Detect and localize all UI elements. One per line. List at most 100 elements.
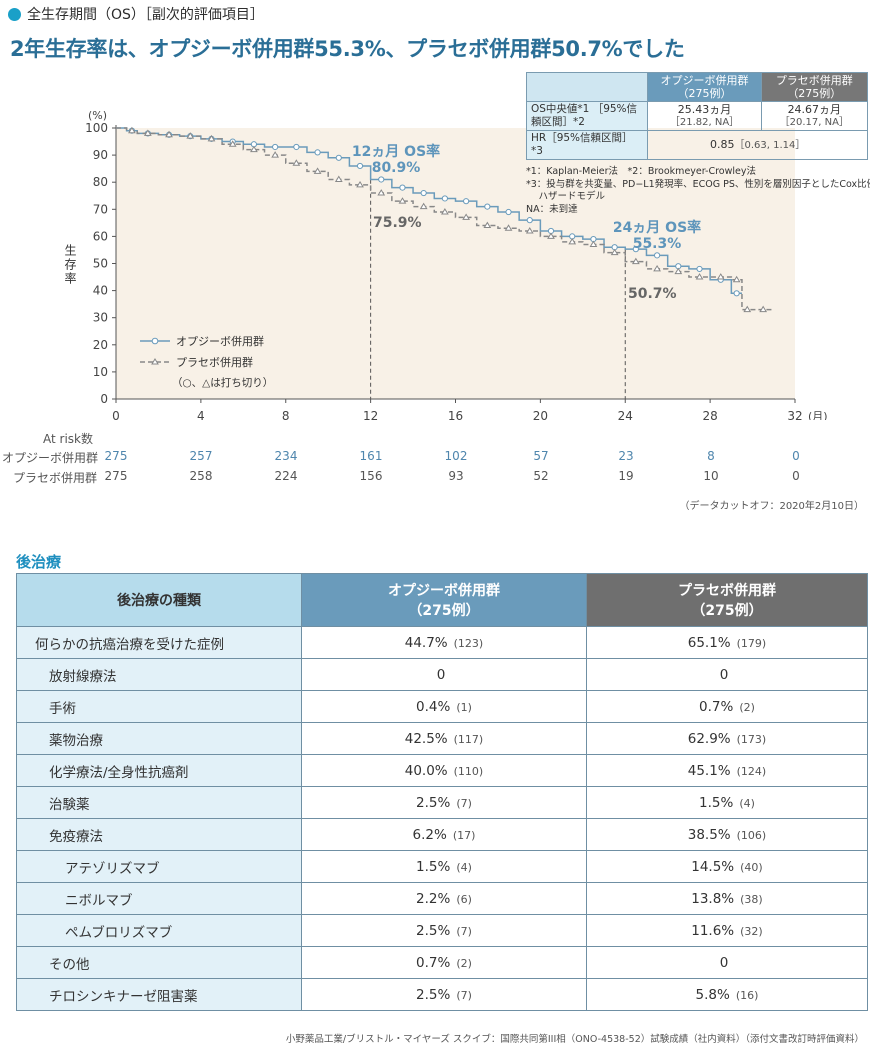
row-label: 何らかの抗癌治療を受けた症例 bbox=[16, 626, 302, 659]
placebo-censor-marker bbox=[356, 180, 364, 188]
placebo-value-cell: 0 bbox=[586, 658, 868, 691]
y-tick-label: 70 bbox=[93, 202, 108, 216]
row-label: 薬物治療 bbox=[16, 722, 302, 755]
placebo-censor-marker bbox=[441, 208, 449, 215]
row-label: その他 bbox=[16, 946, 302, 979]
row-label: 放射線療法 bbox=[16, 658, 302, 691]
y-tick-label: 0 bbox=[100, 392, 108, 406]
at-risk-placebo-value: 258 bbox=[189, 469, 213, 483]
footnote: NA：未到達 bbox=[526, 203, 578, 215]
count-value: (173) bbox=[736, 732, 767, 746]
x-tick-label: 4 bbox=[197, 409, 205, 420]
opdivo-censor-marker bbox=[420, 189, 427, 197]
at-risk-opdivo-value: 23 bbox=[618, 449, 634, 463]
opdivo-censor-marker bbox=[484, 203, 491, 210]
row-label: 手術 bbox=[16, 690, 302, 723]
count-value: (110) bbox=[453, 764, 484, 778]
percent-value: 13.8% bbox=[691, 890, 735, 907]
placebo-censor-marker bbox=[674, 267, 683, 275]
opdivo-censor-marker bbox=[653, 252, 661, 259]
placebo-censor-marker bbox=[398, 197, 407, 204]
percent-value: 5.8% bbox=[695, 986, 730, 1003]
post-header-placebo: プラセボ併用群 （275例） bbox=[586, 573, 868, 627]
percent-value: 1.5% bbox=[699, 794, 734, 811]
placebo-censor-marker bbox=[589, 240, 598, 248]
opdivo-censor-marker bbox=[314, 149, 321, 156]
legend-opdivo-label: オプジーボ併用群 bbox=[176, 334, 264, 348]
y-unit-label: (%) bbox=[88, 109, 107, 122]
row-label: 化学療法/全身性抗癌剤 bbox=[16, 754, 302, 787]
stats-header-placebo: プラセボ併用群（275例） bbox=[760, 72, 869, 102]
placebo-censor-marker bbox=[525, 227, 534, 234]
table-row: 免疫療法 6.2% (17) 38.5% (106) bbox=[16, 818, 868, 851]
x-unit-label: (月) bbox=[808, 410, 828, 420]
opdivo-censor-marker bbox=[272, 143, 279, 151]
count-value: (7) bbox=[456, 796, 472, 810]
opdivo-value-cell: 2.5% (7) bbox=[301, 786, 587, 819]
row-label: アテゾリズマブ bbox=[16, 850, 302, 883]
at-risk-opdivo-value: 57 bbox=[533, 449, 549, 463]
row-label: チロシンキナーゼ阻害薬 bbox=[16, 978, 302, 1011]
count-value: (106) bbox=[736, 828, 767, 842]
count-value: (17) bbox=[452, 828, 476, 842]
x-tick-label: 20 bbox=[533, 409, 548, 420]
os-median-opdivo-ci: ［21.82, NA］ bbox=[669, 117, 740, 128]
opdivo-censor-marker bbox=[632, 246, 639, 253]
placebo-censor-marker bbox=[568, 237, 577, 245]
percent-value: 45.1% bbox=[687, 762, 731, 779]
placebo-value-cell: 11.6% (32) bbox=[586, 914, 868, 947]
placebo-censor-marker bbox=[143, 129, 152, 136]
bullet-dot-icon bbox=[8, 7, 21, 21]
table-row: 治験薬 2.5% (7) 1.5% (4) bbox=[16, 786, 868, 819]
percent-value: 65.1% bbox=[687, 634, 731, 651]
count-value: (16) bbox=[735, 988, 759, 1002]
placebo-value-cell: 1.5% (4) bbox=[586, 786, 868, 819]
count-value: (7) bbox=[456, 988, 472, 1002]
count-value: (40) bbox=[740, 860, 763, 874]
placebo-value-cell: 5.8% (16) bbox=[586, 978, 868, 1011]
os-rate-title-24m: 24ヵ月 OS率 bbox=[613, 219, 701, 236]
legend-placebo-label: プラセボ併用群 bbox=[176, 355, 253, 369]
percent-value: 0 bbox=[719, 666, 729, 683]
y-tick-label: 20 bbox=[93, 338, 108, 352]
os-rate-opdivo-12m: 80.9% bbox=[372, 160, 421, 176]
y-tick-label: 30 bbox=[93, 311, 108, 325]
at-risk-opdivo-value: 161 bbox=[359, 449, 383, 463]
count-value: (32) bbox=[740, 924, 763, 938]
x-tick-label: 32 bbox=[787, 409, 802, 420]
count-value: (123) bbox=[453, 636, 484, 650]
x-tick-label: 24 bbox=[618, 409, 633, 420]
at-risk-label: At risk数 bbox=[43, 432, 93, 446]
percent-value: 38.5% bbox=[687, 826, 731, 843]
placebo-value-cell: 0.7% (2) bbox=[586, 690, 868, 723]
percent-value: 6.2% bbox=[412, 826, 447, 843]
percent-value: 0 bbox=[719, 954, 729, 971]
percent-value: 14.5% bbox=[691, 858, 735, 875]
cutoff-note: （データカットオフ：2020年2月10日） bbox=[679, 501, 864, 512]
os-stats-table: オプジーボ併用群（275例） プラセボ併用群（275例） OS中央値*1 ［95… bbox=[525, 72, 869, 160]
table-row: チロシンキナーゼ阻害薬 2.5% (7) 5.8% (16) bbox=[16, 978, 868, 1011]
opdivo-censor-marker bbox=[441, 195, 448, 202]
y-tick-label: 10 bbox=[93, 365, 108, 379]
hr-ci: ［0.63, 1.14］ bbox=[734, 140, 806, 151]
percent-value: 1.5% bbox=[416, 858, 451, 875]
placebo-censor-marker bbox=[743, 305, 752, 313]
opdivo-value-cell: 2.5% (7) bbox=[301, 914, 587, 947]
placebo-censor-marker bbox=[631, 257, 640, 265]
opdivo-censor-marker bbox=[463, 198, 470, 205]
placebo-censor-marker bbox=[610, 248, 619, 256]
placebo-censor-marker bbox=[128, 126, 136, 134]
count-value: (179) bbox=[736, 636, 767, 650]
opdivo-censor-marker bbox=[399, 184, 406, 191]
at-risk-opdivo-value: 8 bbox=[707, 449, 715, 463]
count-value: (6) bbox=[456, 892, 472, 906]
placebo-censor-marker bbox=[483, 221, 492, 229]
table-row: その他 0.7% (2) 0 bbox=[16, 946, 868, 979]
count-value: (2) bbox=[456, 956, 472, 970]
y-tick-label: 90 bbox=[93, 148, 108, 162]
placebo-censor-marker bbox=[419, 202, 428, 210]
placebo-value-cell: 13.8% (38) bbox=[586, 882, 868, 915]
source-note: 小野薬品工業/ブリストル・マイヤーズ スクイブ：国際共同第III相（ONO-45… bbox=[285, 1034, 864, 1045]
footnote: ハザードモデル bbox=[526, 191, 606, 202]
placebo-value-cell: 62.9% (173) bbox=[586, 722, 868, 755]
